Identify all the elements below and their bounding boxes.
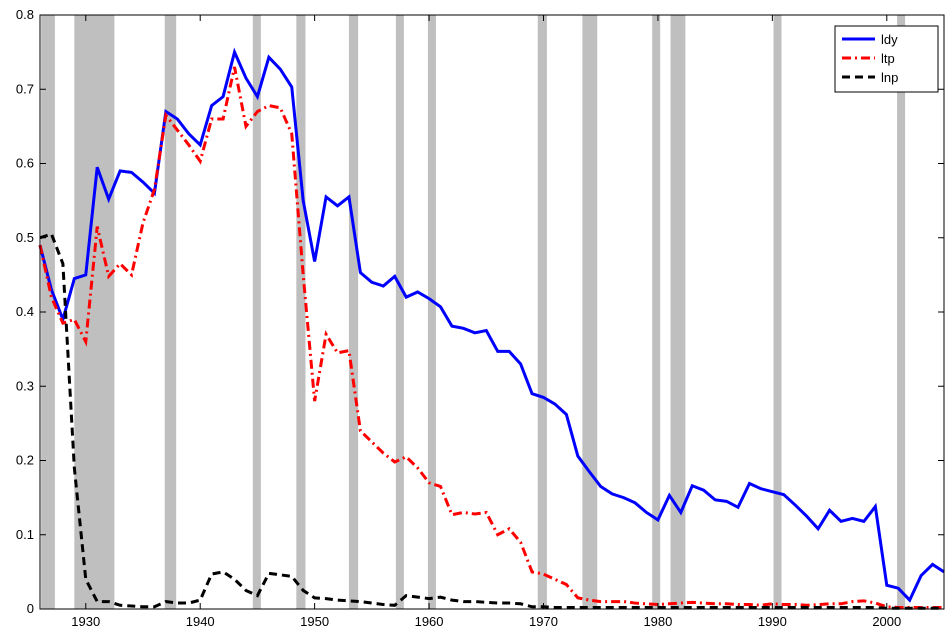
shaded-period xyxy=(252,15,261,609)
legend-label: ldy xyxy=(881,32,898,47)
x-tick-label: 1990 xyxy=(758,614,787,629)
shaded-period xyxy=(348,15,359,609)
shaded-period xyxy=(74,15,115,609)
y-tick-label: 0 xyxy=(27,601,34,616)
shaded-period xyxy=(582,15,598,609)
y-tick-label: 0.3 xyxy=(16,378,34,393)
layer xyxy=(41,15,906,609)
legend-label: lnp xyxy=(881,70,898,85)
shaded-period xyxy=(652,15,661,609)
y-tick-label: 0.5 xyxy=(16,230,34,245)
x-tick-label: 1940 xyxy=(186,614,215,629)
y-tick-label: 0.4 xyxy=(16,304,34,319)
y-tick-label: 0.2 xyxy=(16,453,34,468)
legend: ldy ltp lnp xyxy=(834,25,939,93)
y-tick-label: 0.7 xyxy=(16,81,34,96)
y-tick-label: 0.8 xyxy=(16,7,34,22)
shaded-period xyxy=(296,15,306,609)
x-tick-label: 1980 xyxy=(643,614,672,629)
series-line xyxy=(38,66,944,610)
x-tick-label: 1930 xyxy=(71,614,100,629)
shaded-period xyxy=(773,15,782,609)
layer: 0 0.1 0.2 0.3 0.4 0.5 0.6 0.7 0.8 1930 1940 1950 196… xyxy=(16,7,945,629)
layer xyxy=(38,47,945,610)
x-tick-label: 1970 xyxy=(529,614,558,629)
y-tick-label: 0.1 xyxy=(16,527,34,542)
series-line xyxy=(38,47,945,603)
x-tick-label: 1950 xyxy=(300,614,329,629)
shaded-period xyxy=(395,15,404,609)
legend-box xyxy=(834,25,939,93)
x-tick-label: 2000 xyxy=(872,614,901,629)
shaded-period xyxy=(427,15,436,609)
shaded-period xyxy=(164,15,177,609)
shaded-period xyxy=(670,15,686,609)
y-tick-label: 0.6 xyxy=(16,156,34,171)
shaded-period xyxy=(897,15,906,609)
shaded-period xyxy=(537,15,547,609)
legend-label: ltp xyxy=(881,51,895,66)
x-tick-label: 1960 xyxy=(415,614,444,629)
series-line xyxy=(39,232,944,610)
